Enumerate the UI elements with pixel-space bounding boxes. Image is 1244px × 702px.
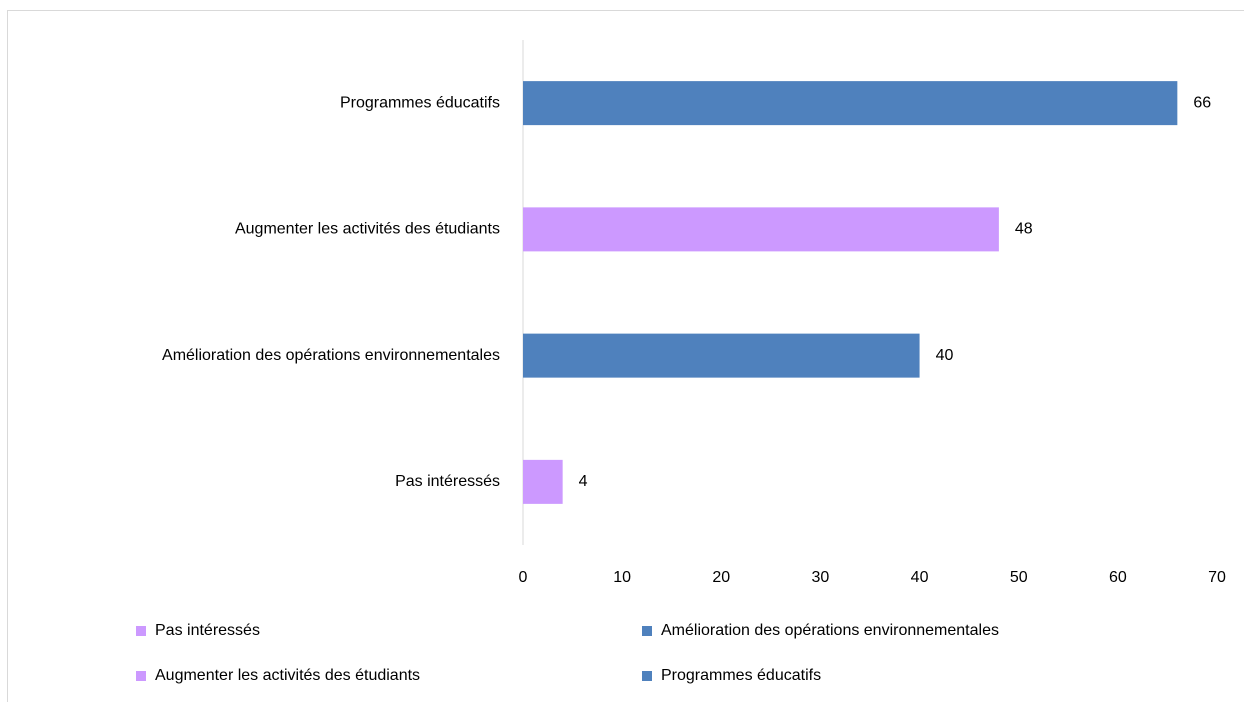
value-label: 66: [1193, 94, 1211, 111]
legend-label: Augmenter les activités des étudiants: [155, 667, 420, 684]
x-tick-label: 40: [911, 569, 929, 586]
bar: [523, 207, 999, 252]
x-tick-label: 0: [519, 569, 528, 586]
category-label: Augmenter les activités des étudiants: [235, 221, 500, 238]
legend-swatch: [136, 671, 146, 681]
value-label: 4: [579, 473, 588, 490]
category-label: Programmes éducatifs: [340, 94, 500, 111]
bar: [523, 459, 563, 504]
x-tick-label: 60: [1109, 569, 1127, 586]
legend-swatch: [136, 626, 146, 636]
category-label: Pas intéressés: [395, 473, 500, 490]
x-tick-label: 20: [712, 569, 730, 586]
legend-swatch: [642, 626, 652, 636]
x-tick-label: 10: [613, 569, 631, 586]
x-tick-label: 30: [812, 569, 830, 586]
legend-label: Pas intéressés: [155, 622, 260, 639]
value-label: 40: [936, 347, 954, 364]
legend-label: Programmes éducatifs: [661, 667, 821, 684]
x-tick-label: 50: [1010, 569, 1028, 586]
category-label: Amélioration des opérations environnemen…: [162, 347, 500, 364]
value-label: 48: [1015, 221, 1033, 238]
bar: [523, 81, 1178, 126]
legend-swatch: [642, 671, 652, 681]
bar: [523, 333, 920, 378]
x-tick-label: 70: [1208, 569, 1226, 586]
chart-border: [7, 10, 1244, 702]
legend-label: Amélioration des opérations environnemen…: [661, 622, 999, 639]
